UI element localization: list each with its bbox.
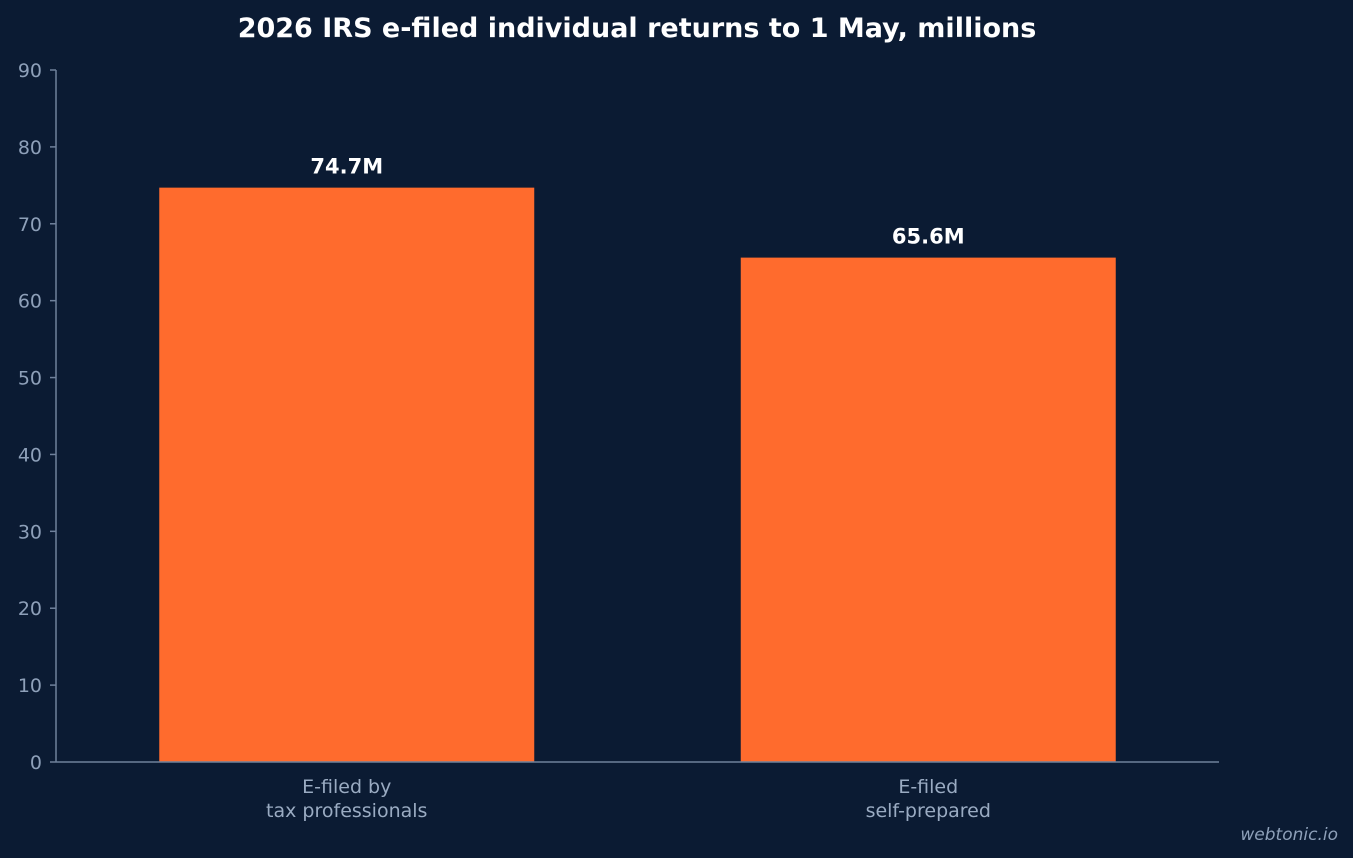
- y-tick-label: 10: [18, 675, 42, 697]
- chart-title: 2026 IRS e-filed individual returns to 1…: [238, 13, 1037, 44]
- bar-value-label: 74.7M: [310, 155, 383, 179]
- y-tick-label: 80: [18, 137, 42, 159]
- y-tick-label: 40: [18, 444, 42, 466]
- y-tick-label: 30: [18, 521, 42, 543]
- y-tick-label: 0: [30, 752, 42, 774]
- y-tick-label: 90: [18, 60, 42, 82]
- watermark-text: webtonic.io: [1240, 825, 1338, 845]
- x-category-label: self-prepared: [866, 800, 991, 822]
- x-category-label: E-filed: [898, 776, 958, 798]
- bar: [159, 187, 535, 762]
- y-tick-label: 60: [18, 291, 42, 313]
- y-tick-label: 50: [18, 368, 42, 390]
- y-axis: 0 10 20 30 40 50 60 70 80 90: [18, 60, 57, 774]
- bar: [740, 257, 1116, 762]
- y-tick-label: 70: [18, 214, 42, 236]
- bars-group: 74.7M 65.6M: [159, 155, 1116, 762]
- bar-value-label: 65.6M: [892, 225, 965, 249]
- x-category-label: tax professionals: [266, 800, 427, 822]
- y-tick-label: 20: [18, 598, 42, 620]
- x-category-label: E-filed by: [302, 776, 391, 798]
